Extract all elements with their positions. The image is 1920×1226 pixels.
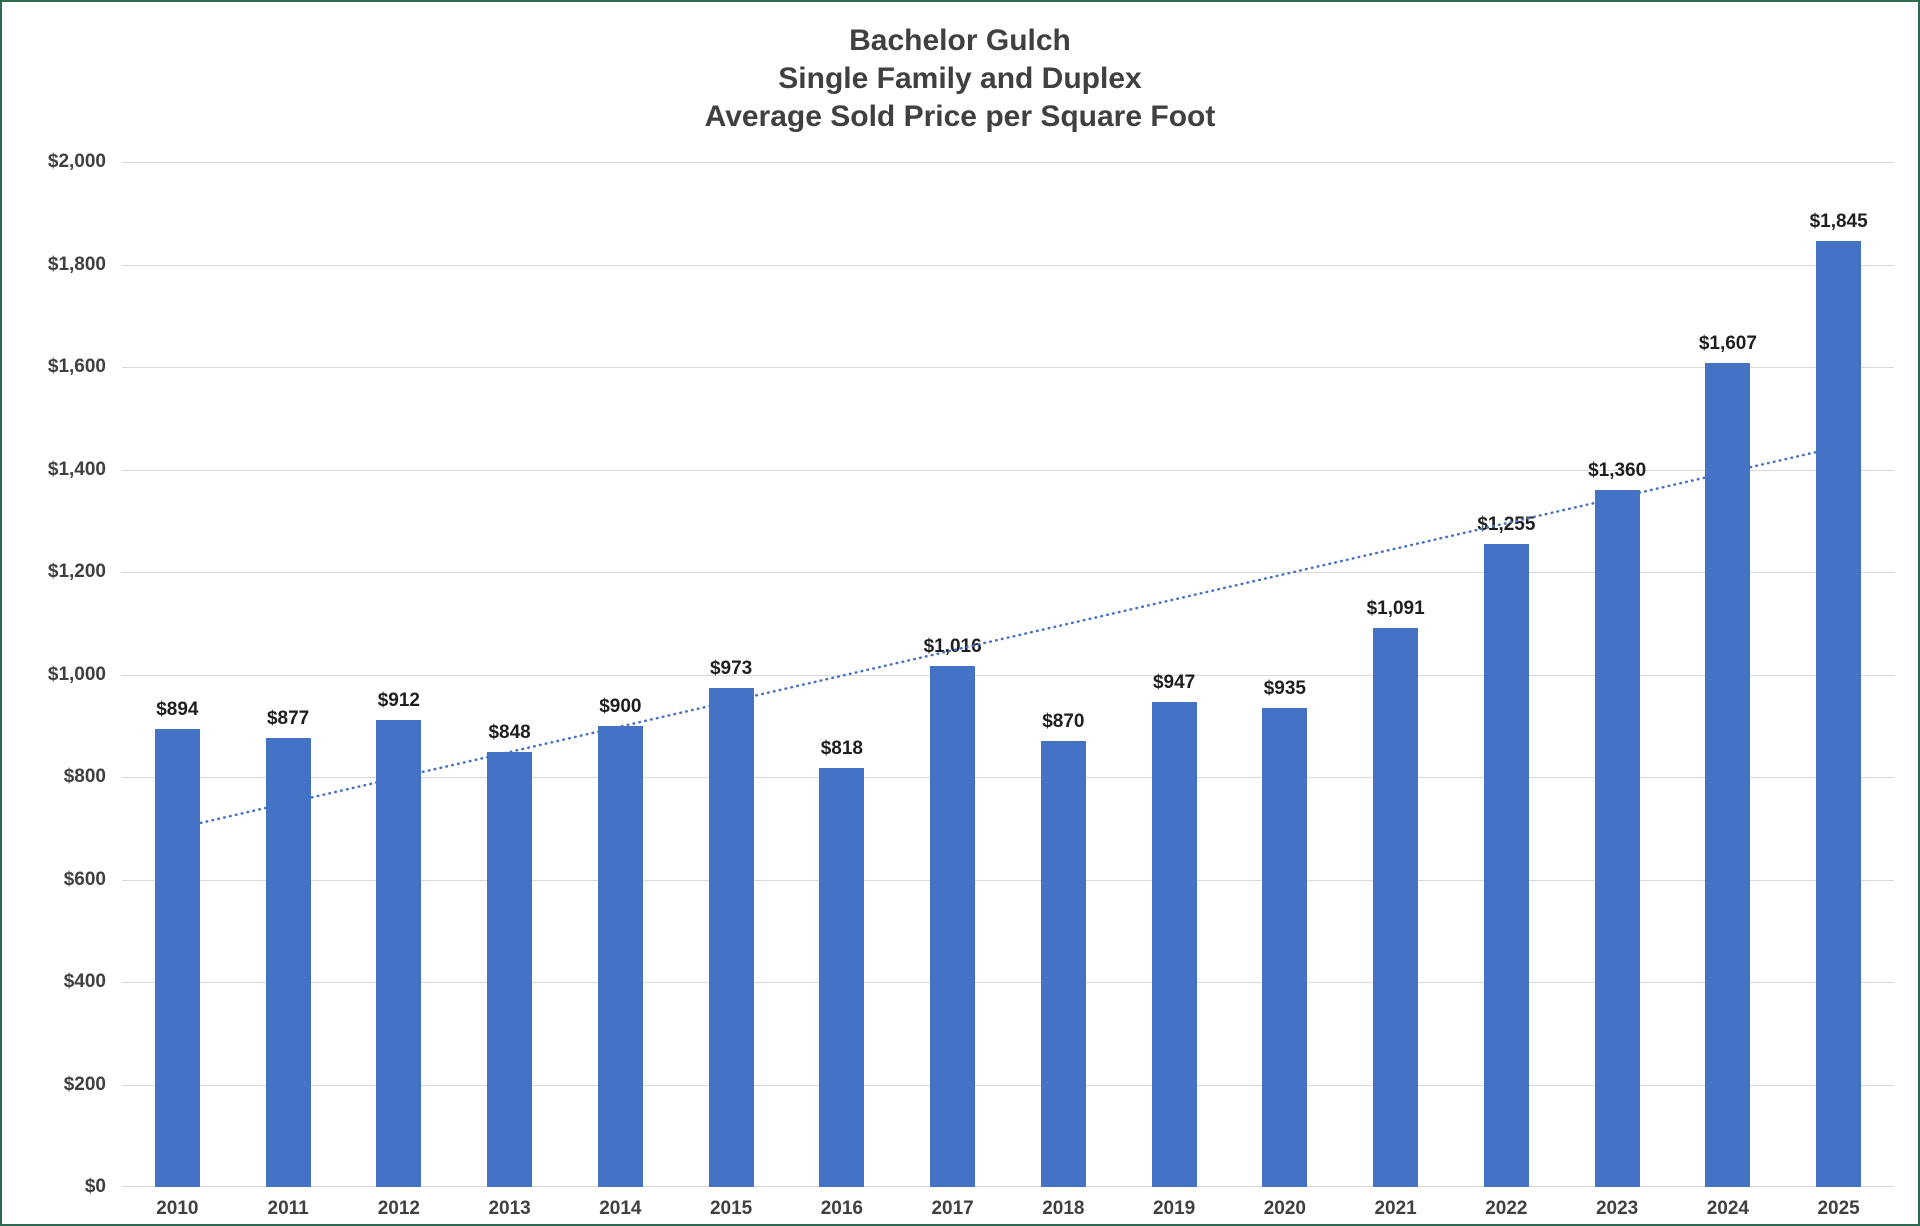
x-tick-label-2016: 2016	[820, 1198, 864, 1219]
bar-2014	[597, 725, 643, 1187]
bar-2023	[1594, 490, 1640, 1187]
y-tick-label: $1,400	[47, 458, 106, 480]
y-tick-label: $200	[63, 1073, 106, 1095]
gridline	[122, 1085, 1894, 1086]
y-tick-label: $1,200	[47, 561, 106, 582]
x-tick-label-2012: 2012	[377, 1198, 421, 1219]
bar-value-label: $973	[709, 658, 753, 680]
x-tick-label-2024: 2024	[1706, 1198, 1750, 1219]
bar-2015	[708, 688, 754, 1187]
x-tick-label-2019: 2019	[1152, 1198, 1196, 1219]
bar-2018	[1040, 741, 1086, 1187]
bar-value-label: $935	[1263, 677, 1307, 699]
x-tick-label-2021: 2021	[1374, 1198, 1417, 1219]
bar-2012	[376, 719, 422, 1187]
chart-title: Bachelor Gulch Single Family and Duplex …	[2, 22, 1918, 136]
bar-value-label: $877	[266, 707, 310, 729]
bar-value-label: $894	[156, 698, 199, 720]
gridline	[122, 982, 1894, 983]
x-tick-label-2015: 2015	[709, 1198, 753, 1219]
x-tick-label-2011: 2011	[267, 1198, 309, 1219]
y-tick-label: $600	[63, 868, 106, 890]
x-tick-label-2018: 2018	[1042, 1198, 1085, 1219]
x-tick-label-2017: 2017	[931, 1198, 974, 1219]
bar-value-label: $1,091	[1366, 597, 1425, 619]
x-tick-label-2014: 2014	[599, 1198, 642, 1219]
bar-value-label: $870	[1042, 711, 1085, 733]
gridline	[122, 367, 1894, 368]
gridline	[122, 880, 1894, 881]
y-tick-label: $1,000	[47, 663, 106, 685]
bar-2022	[1483, 543, 1529, 1187]
bar-series: $894 $877 $912 $848 $900 $973 $818 $1,016 $870 $9…	[122, 162, 1894, 1187]
x-axis: 2010 2011 2012 2013 2014 2015 2016 2017 2018 2019…	[122, 1198, 1894, 1220]
bar-2021	[1373, 627, 1419, 1187]
x-tick-label-2022: 2022	[1485, 1198, 1528, 1219]
chart-title-line-1: Bachelor Gulch	[849, 24, 1071, 57]
bar-2024	[1705, 363, 1751, 1187]
plot-area: $894 $877 $912 $848 $900 $973 $818 $1,016 $870 $9…	[122, 162, 1894, 1187]
bar-2025	[1816, 241, 1862, 1187]
bar-2011	[265, 737, 311, 1187]
bar-value-label: $1,255	[1477, 513, 1536, 535]
chart-title-line-2: Single Family and Duplex	[778, 62, 1142, 95]
y-axis: $0 $200 $400 $600 $800 $1,000 $1,200 $1,400 $1,6…	[2, 151, 106, 1197]
bar-value-label: $912	[377, 689, 421, 711]
bar-value-label: $1,016	[923, 636, 982, 658]
bar-value-label: $848	[488, 722, 531, 744]
chart-title-line-3: Average Sold Price per Square Foot	[704, 100, 1216, 133]
x-tick-label-2023: 2023	[1595, 1198, 1639, 1219]
bar-value-label: $1,845	[1809, 211, 1868, 233]
bar-2016	[819, 767, 865, 1187]
y-tick-label: $400	[63, 971, 106, 992]
y-tick-label: $2,000	[47, 151, 106, 172]
x-tick-label-2010: 2010	[156, 1198, 199, 1219]
x-tick-label-2025: 2025	[1817, 1198, 1860, 1219]
y-tick-label: $1,600	[47, 356, 106, 377]
y-tick-label: $0	[84, 1176, 106, 1197]
bar-value-label: $900	[599, 695, 642, 717]
x-tick-label-2020: 2020	[1263, 1198, 1307, 1219]
bar-value-label: $1,360	[1588, 460, 1647, 481]
y-tick-label: $1,800	[47, 253, 106, 275]
bar-2017	[930, 666, 976, 1187]
bar-2013	[487, 752, 533, 1187]
bar-value-label: $1,607	[1698, 333, 1757, 355]
gridline	[122, 265, 1894, 266]
gridline	[122, 1186, 1894, 1187]
gridline	[122, 162, 1894, 163]
x-tick-label-2013: 2013	[488, 1198, 531, 1219]
bar-2019	[1151, 701, 1197, 1187]
y-tick-label: $800	[63, 766, 106, 787]
bar-value-label: $947	[1152, 671, 1196, 693]
bar-2020	[1262, 707, 1308, 1187]
bar-2010	[154, 728, 200, 1187]
bar-value-label: $818	[820, 737, 864, 759]
